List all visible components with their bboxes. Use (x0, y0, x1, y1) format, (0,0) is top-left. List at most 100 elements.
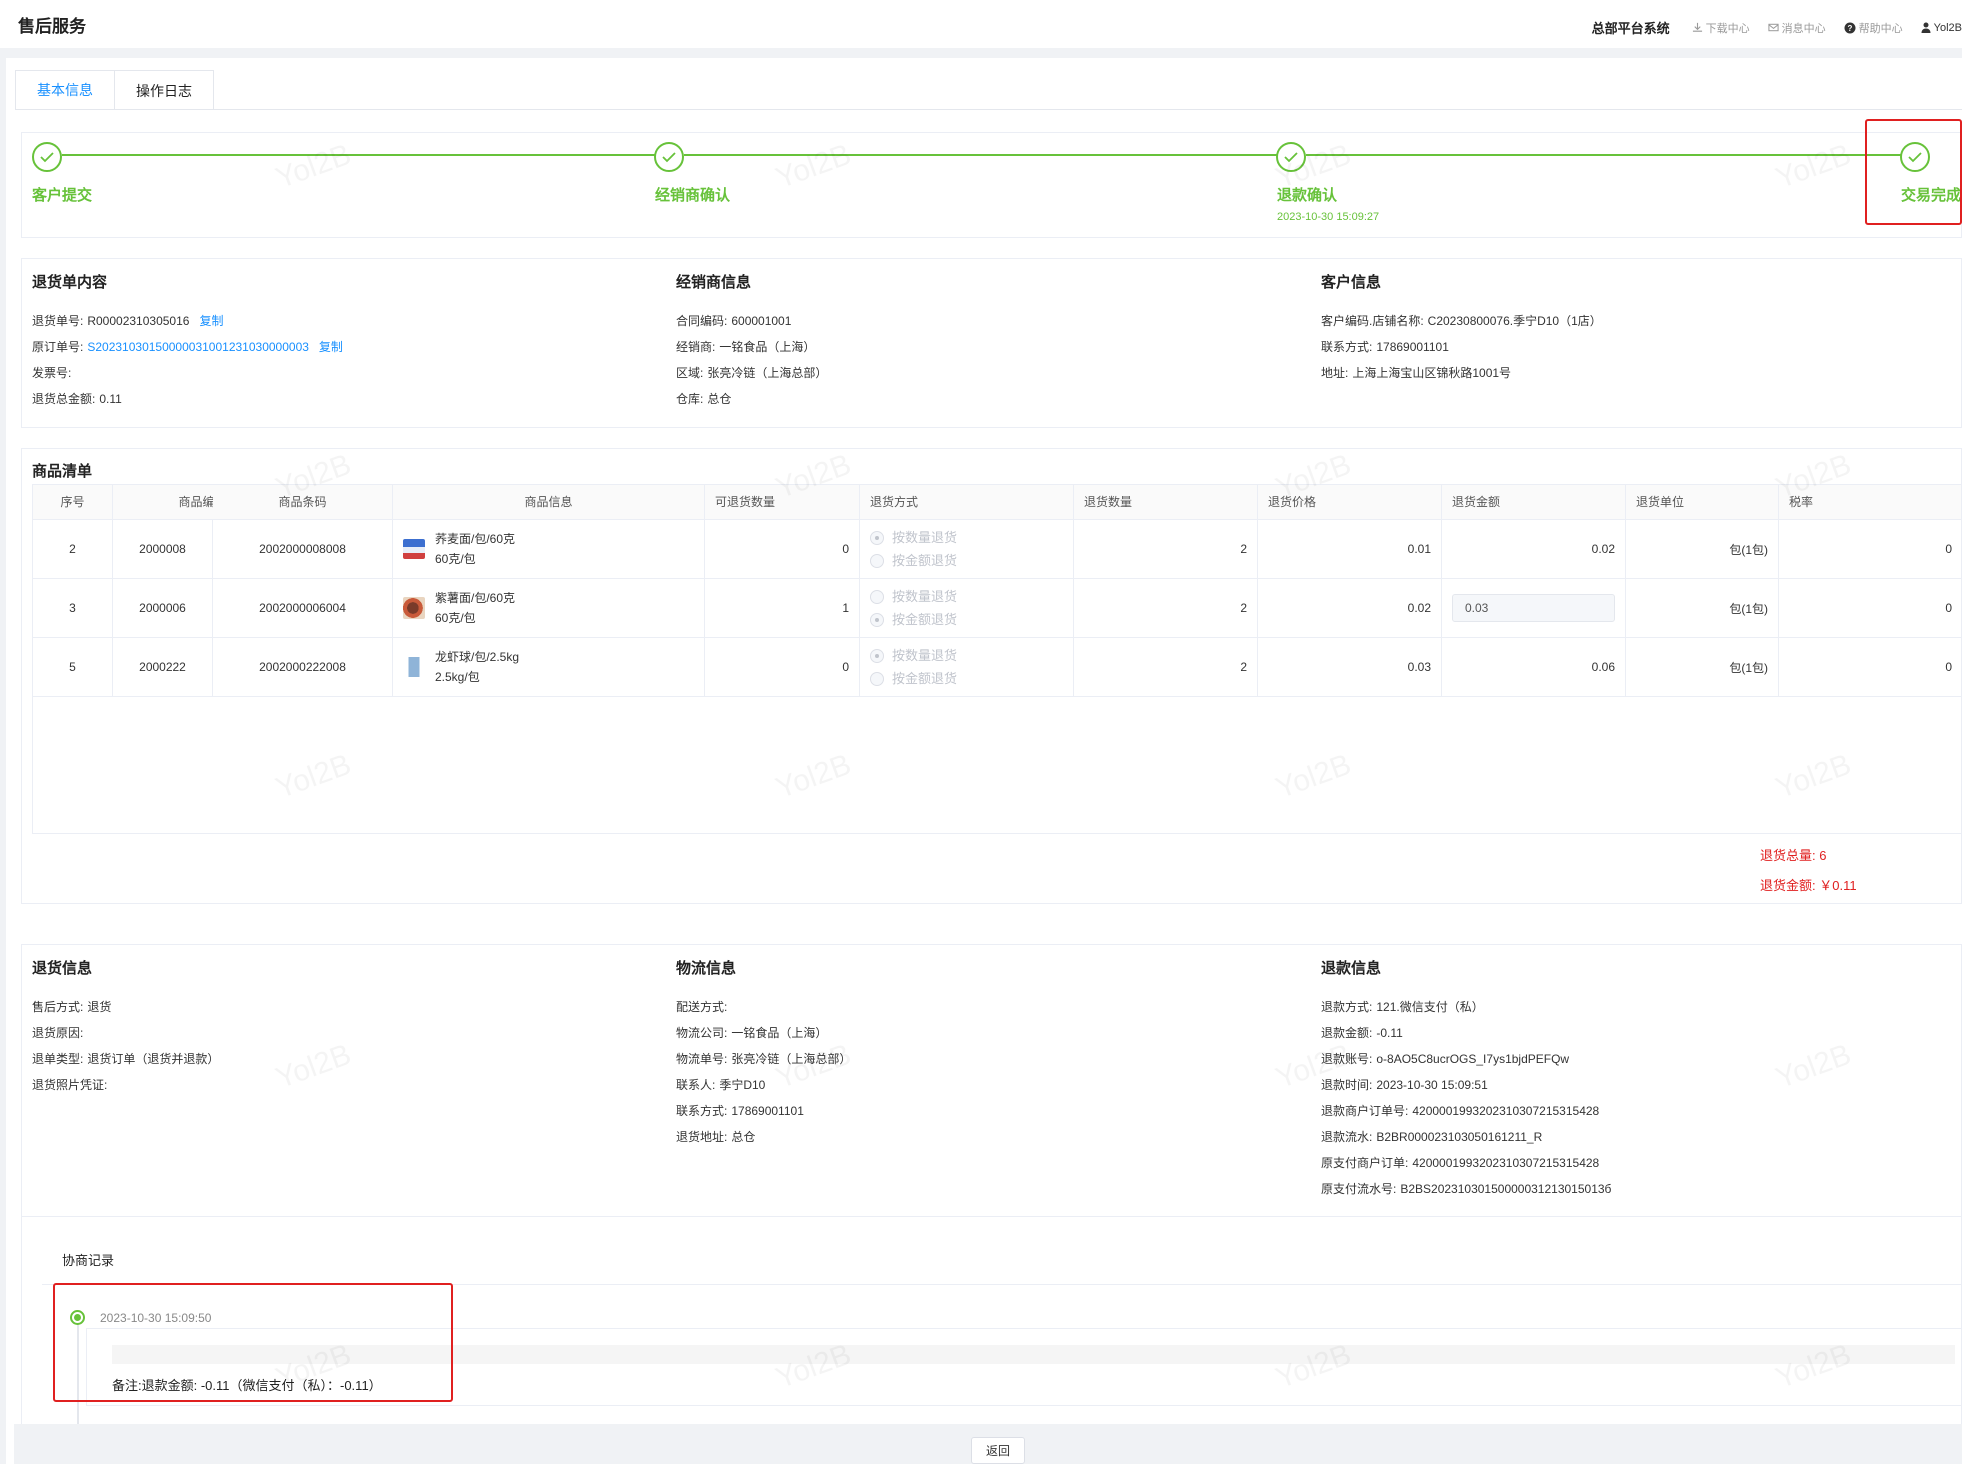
dealer-title: 经销商信息 (676, 274, 752, 291)
top-nav: 总部平台系统 下载中心 消息中心 ? 帮助中心 Yol2B (1592, 18, 1962, 37)
return-order-title: 退货单内容 (32, 274, 108, 291)
message-center-link[interactable]: 消息中心 (1768, 20, 1826, 36)
seq-cell: 3 (33, 579, 113, 638)
logistics-phone: 联系方式: 17869001101 (676, 1104, 804, 1118)
radio-by-amount[interactable]: 按金额退货 (870, 612, 957, 628)
code-cell: 2000006 (113, 579, 213, 638)
tab-basic-info[interactable]: 基本信息 (15, 70, 115, 110)
price-cell: 0.02 (1258, 579, 1442, 638)
tab-bar: 基本信息 操作日志 (15, 70, 214, 110)
col-header: 退货金额 (1442, 485, 1626, 520)
radio-by-amount[interactable]: 按金额退货 (870, 553, 957, 569)
step-connector (1306, 154, 1902, 156)
timeline-time: 2023-10-30 15:09:50 (100, 1311, 212, 1325)
invoice-no: 发票号: (32, 366, 72, 380)
col-header: 退货单位 (1626, 485, 1779, 520)
code-cell: 2000008 (113, 520, 213, 579)
price-cell: 0.01 (1258, 520, 1442, 579)
help-center-label: 帮助中心 (1858, 22, 1903, 35)
return-reason: 退货原因: (32, 1026, 84, 1040)
user-menu[interactable]: Yol2B (1921, 22, 1962, 34)
barcode-cell: 2002000008008 (213, 520, 393, 579)
copy-order-no-button[interactable]: 复制 (199, 314, 224, 328)
download-center-label: 下载中心 (1705, 22, 1750, 35)
logistics-title: 物流信息 (676, 960, 737, 977)
customer-code: 客户编码.店铺名称: C20230800076.季宁D10（1店） (1321, 314, 1602, 328)
return-amount-input[interactable]: 0.03 (1452, 594, 1615, 622)
product-info-cell: 荞麦面/包/60克 60克/包 (393, 520, 705, 579)
tax-cell: 0 (1779, 638, 1961, 697)
step-2-label: 经销商确认 (655, 187, 731, 204)
timeline-card (86, 1328, 1962, 1406)
radio-by-quantity[interactable]: 按数量退货 (870, 530, 957, 546)
tab-operation-log[interactable]: 操作日志 (115, 70, 214, 110)
refund-title: 退款信息 (1321, 960, 1382, 977)
goods-table: 序号 商品编码 商品条码 商品信息 可退货数量 退货方式 退货数量 退货价格 退… (32, 484, 1962, 834)
step-4-label: 交易完成 (1901, 187, 1962, 204)
help-icon: ? (1844, 22, 1856, 34)
goods-section (21, 448, 1962, 904)
step-1-label: 客户提交 (32, 187, 93, 204)
info-section (21, 258, 1962, 428)
step-3-time: 2023-10-30 15:09:27 (1277, 211, 1380, 223)
unit-cell: 包(1包) (1626, 579, 1779, 638)
unit-cell: 包(1包) (1626, 638, 1779, 697)
return-total: 退货总金额: 0.11 (32, 392, 122, 406)
qty-cell: 2 (1074, 638, 1258, 697)
return-info-title: 退货信息 (32, 960, 93, 977)
product-info-cell: 龙虾球/包/2.5kg 2.5kg/包 (393, 638, 705, 697)
refund-account: 退款账号: o-8AO5C8ucrOGS_I7ys1bjdPEFQw (1321, 1052, 1570, 1066)
amount-cell: 0.02 (1442, 520, 1626, 579)
barcode-cell: 2002000006004 (213, 579, 393, 638)
unit-cell: 包(1包) (1626, 520, 1779, 579)
col-header: 可退货数量 (705, 485, 860, 520)
total-return-qty: 退货总量: 6 (1760, 848, 1827, 863)
returnable-cell: 0 (705, 638, 860, 697)
dealer-name: 经销商: 一铭食品（上海） (676, 340, 816, 354)
help-center-link[interactable]: ? 帮助中心 (1844, 20, 1903, 36)
product-info-cell: 紫薯面/包/60克 60克/包 (393, 579, 705, 638)
goods-title: 商品清单 (32, 463, 93, 480)
dealer-contract: 合同编码: 600001001 (676, 314, 792, 328)
back-button[interactable]: 返回 (971, 1437, 1025, 1464)
download-icon (1692, 22, 1703, 33)
col-header: 序号 (33, 485, 113, 520)
negotiation-divider (42, 1284, 1962, 1285)
qty-cell: 2 (1074, 579, 1258, 638)
radio-by-amount[interactable]: 按金额退货 (870, 671, 957, 687)
radio-by-quantity[interactable]: 按数量退货 (870, 648, 957, 664)
col-header: 商品条码 (213, 485, 393, 520)
col-header: 税率 (1779, 485, 1961, 520)
product-image (403, 597, 425, 619)
waybill-no: 物流单号: 张亮冷链（上海总部） (676, 1052, 852, 1066)
original-order-no: 原订单号: S20231030150000031001231030000003 复制 (32, 340, 343, 354)
copy-original-no-button[interactable]: 复制 (318, 340, 343, 354)
step-3-check-icon (1276, 142, 1306, 172)
download-center-link[interactable]: 下载中心 (1692, 20, 1750, 36)
dealer-region: 区域: 张亮冷链（上海总部） (676, 366, 828, 380)
customer-title: 客户信息 (1321, 274, 1382, 291)
message-center-label: 消息中心 (1781, 22, 1826, 35)
refund-method: 退款方式: 121.微信支付（私） (1321, 1000, 1484, 1014)
seq-cell: 2 (33, 520, 113, 579)
user-icon (1921, 22, 1931, 33)
refund-amount: 退款金额: -0.11 (1321, 1026, 1403, 1040)
barcode-cell: 2002000222008 (213, 638, 393, 697)
tax-cell: 0 (1779, 579, 1961, 638)
original-merchant-order: 原支付商户订单: 4200001993202310307215315428 (1321, 1156, 1600, 1170)
return-type: 退单类型: 退货订单（退货并退款） (32, 1052, 220, 1066)
return-address: 退货地址: 总仓 (676, 1130, 756, 1144)
refund-time: 退款时间: 2023-10-30 15:09:51 (1321, 1078, 1488, 1092)
radio-by-quantity[interactable]: 按数量退货 (870, 589, 957, 605)
return-mode-cell: 按数量退货 按金额退货 (860, 579, 1074, 638)
timeline-dot-icon (70, 1310, 85, 1325)
logistics-company: 物流公司: 一铭食品（上海） (676, 1026, 828, 1040)
timeline-note: 备注:退款金额: -0.11（微信支付（私）：-0.11） (112, 1378, 382, 1393)
system-name: 总部平台系统 (1591, 21, 1670, 36)
top-bar: 售后服务 总部平台系统 下载中心 消息中心 ? 帮助中心 Yol2B (0, 0, 1962, 48)
highlight-frame (53, 1283, 453, 1402)
return-order-no: 退货单号: R00002310305016 复制 (32, 314, 224, 328)
progress-steps (21, 132, 1962, 238)
original-order-link[interactable]: S20231030150000031001231030000003 (87, 340, 309, 354)
qty-cell: 2 (1074, 520, 1258, 579)
